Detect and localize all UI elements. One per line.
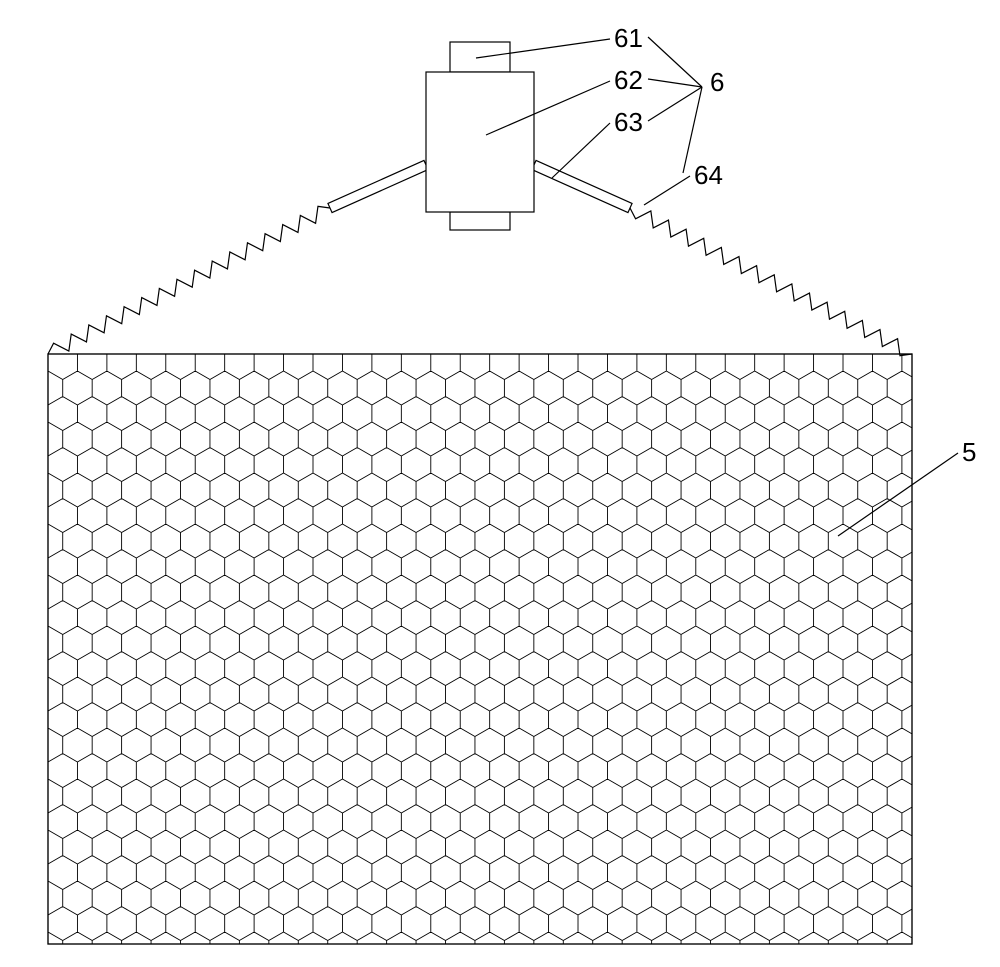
callout-label: 5 [962, 437, 976, 467]
motor-body [426, 72, 534, 212]
spring-left [48, 206, 330, 354]
arm-left [328, 160, 428, 212]
callout-label: 61 [614, 23, 643, 53]
motor-shaft [450, 212, 510, 230]
group-leader [648, 87, 702, 121]
arm-right [532, 160, 632, 212]
leader-line [552, 123, 610, 178]
callout-label: 64 [694, 160, 723, 190]
leader-line [644, 176, 690, 205]
hex-mesh [4, 320, 990, 967]
callout-label: 63 [614, 107, 643, 137]
spring-right [630, 208, 912, 356]
diagram-canvas: 6162636465 [0, 0, 1000, 967]
callout-label: 6 [710, 67, 724, 97]
leader-line [838, 453, 958, 536]
group-leader [648, 37, 702, 87]
callout-label: 62 [614, 65, 643, 95]
